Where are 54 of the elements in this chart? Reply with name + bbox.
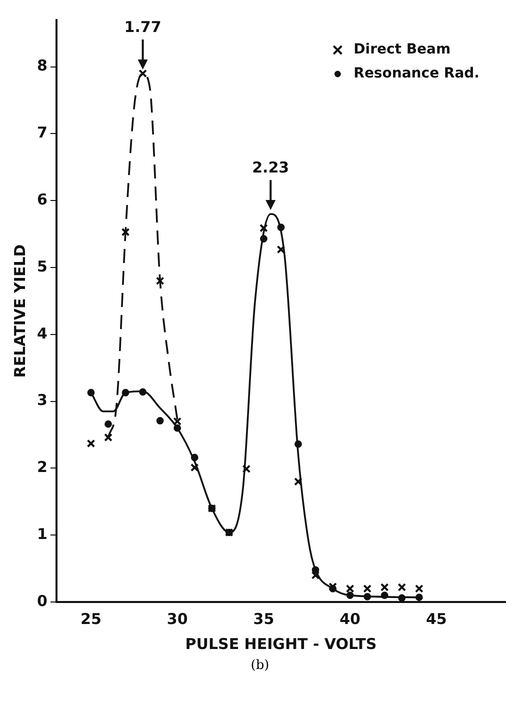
legend-label: Resonance Rad. — [354, 66, 480, 82]
x-tick-label: 30 — [166, 610, 188, 628]
y-tick-label: 1 — [37, 524, 48, 543]
point — [190, 463, 199, 472]
point — [156, 417, 164, 424]
point — [414, 584, 424, 593]
point — [104, 420, 112, 428]
point — [346, 584, 354, 593]
point — [242, 464, 251, 474]
point — [311, 571, 320, 580]
point — [121, 228, 130, 236]
point — [138, 69, 147, 78]
text: (b) — [250, 658, 270, 673]
point — [363, 584, 372, 593]
annotation: 2.23 — [252, 158, 290, 176]
point — [277, 224, 285, 232]
y-tick-label: 3 — [37, 391, 48, 410]
annotation: 1.77 — [124, 18, 162, 36]
point — [174, 424, 182, 432]
y-tick-label: 5 — [37, 257, 48, 276]
x-tick-label: 40 — [340, 610, 360, 628]
point — [87, 388, 95, 396]
y-tick-label: 4 — [37, 324, 48, 342]
y-tick-label: 8 — [37, 56, 48, 75]
point — [380, 583, 389, 592]
y-tick-label: 0 — [37, 592, 48, 610]
legend-label: Direct Beam — [354, 42, 451, 58]
point — [122, 388, 130, 396]
x-tick-label: 45 — [426, 610, 447, 628]
point — [190, 454, 198, 462]
point — [398, 594, 406, 602]
point — [398, 583, 406, 592]
point — [380, 592, 388, 600]
point — [156, 276, 164, 286]
point — [276, 245, 286, 254]
point — [328, 582, 337, 591]
y-tick-label: 2 — [37, 458, 48, 476]
point — [294, 440, 302, 448]
point — [346, 592, 354, 600]
x-tick-label: 25 — [80, 610, 102, 628]
point — [294, 477, 302, 486]
x-axis-title: PULSE HEIGHT - VOLTS — [185, 634, 377, 653]
point — [364, 592, 372, 600]
point — [104, 433, 112, 442]
point — [139, 388, 146, 396]
point — [86, 439, 96, 448]
point — [415, 594, 423, 602]
y-axis-title: RELATIVE YIELD — [10, 244, 29, 378]
y-tick-label: 7 — [37, 124, 48, 142]
y-tick-label: 6 — [37, 190, 48, 209]
point — [173, 417, 182, 426]
point — [260, 224, 268, 232]
point — [260, 235, 268, 242]
x-tick-label: 35 — [253, 610, 274, 628]
